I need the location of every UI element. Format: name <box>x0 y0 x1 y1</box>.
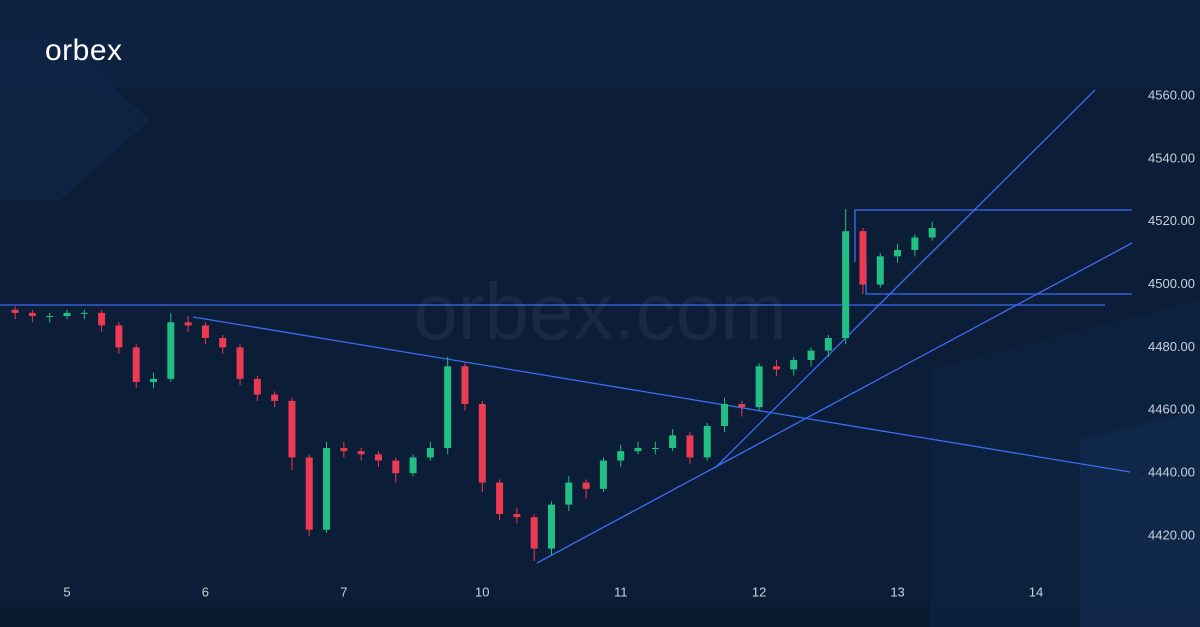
x-tick-label: 5 <box>63 584 70 599</box>
y-tick-label: 4480.00 <box>1148 339 1195 354</box>
candle-body <box>478 404 486 483</box>
candle-body <box>686 435 694 458</box>
candle-body <box>409 457 417 474</box>
x-tick-label: 14 <box>1029 584 1043 599</box>
candle-body <box>271 394 279 401</box>
candle-body <box>738 404 746 408</box>
candle-body <box>167 322 175 379</box>
candle-body <box>876 256 884 285</box>
x-tick-label: 10 <box>475 584 489 599</box>
candle-body <box>461 366 469 404</box>
trend-line <box>714 89 1096 469</box>
candle-body <box>548 504 555 549</box>
y-tick-label: 4440.00 <box>1148 465 1195 480</box>
candle-body <box>617 451 625 461</box>
candle-body <box>721 404 729 426</box>
candle-body <box>426 448 434 458</box>
x-tick-label: 13 <box>890 584 904 599</box>
footer-band <box>0 607 1200 627</box>
candle-body <box>80 312 88 314</box>
candle-body <box>63 312 71 316</box>
candle-body <box>374 454 382 461</box>
candle-body <box>357 451 365 455</box>
candle-body <box>28 312 36 316</box>
x-tick-label: 11 <box>614 584 628 599</box>
candle-body <box>236 347 244 379</box>
y-tick-label: 4460.00 <box>1148 402 1195 417</box>
candle-body <box>565 482 573 505</box>
candle-body <box>513 514 521 518</box>
candle-body <box>824 338 832 351</box>
trend-line <box>536 242 1133 564</box>
candle-body <box>392 460 400 474</box>
candle-body <box>530 517 538 549</box>
x-tick-label: 6 <box>202 584 209 599</box>
candle-body <box>219 338 227 348</box>
candle-body <box>46 316 54 317</box>
watermark: orbex.com <box>413 267 786 356</box>
candle-body <box>288 400 296 458</box>
candle-body <box>11 309 19 313</box>
candle-body <box>842 231 850 338</box>
candle-body <box>305 457 313 530</box>
logo: orbex <box>45 34 123 67</box>
candle-body <box>340 448 348 452</box>
y-tick-label: 4420.00 <box>1148 527 1195 542</box>
candle-body <box>755 366 763 408</box>
candle-body <box>634 448 642 452</box>
y-tick-label: 4520.00 <box>1148 213 1195 228</box>
y-tick-label: 4560.00 <box>1148 87 1195 102</box>
candle-body <box>444 366 452 448</box>
candle-body <box>150 378 158 382</box>
decoration <box>1080 410 1200 627</box>
decoration <box>0 40 150 200</box>
candle-body <box>928 228 936 238</box>
candle-body <box>703 426 711 458</box>
candle-body <box>772 366 780 370</box>
candle-body <box>859 231 867 285</box>
plot: 4420.00 4440.00 4460.00 4480.00 4500.00 4520.… <box>11 87 1195 599</box>
candle-body <box>790 360 798 370</box>
range-box <box>854 209 1132 262</box>
trend-line <box>192 316 1131 473</box>
candle-body <box>599 460 607 489</box>
candle-body <box>669 435 677 448</box>
candle-body <box>201 325 209 338</box>
candle-body <box>115 325 123 348</box>
candle-body <box>323 448 331 530</box>
candle-body <box>651 448 659 449</box>
candle-body <box>132 347 140 382</box>
candle-body <box>98 312 106 326</box>
candle-body <box>807 350 815 360</box>
candle-body <box>911 237 919 250</box>
candle-body <box>496 482 504 514</box>
candle-body <box>894 250 902 257</box>
x-tick-label: 12 <box>752 584 766 599</box>
y-tick-label: 4500.00 <box>1148 276 1195 291</box>
header-band <box>0 0 1200 88</box>
candle-body <box>582 482 590 489</box>
candle-body <box>253 378 261 395</box>
y-tick-label: 4540.00 <box>1148 150 1195 165</box>
x-tick-label: 7 <box>340 584 347 599</box>
candle-body <box>184 322 192 326</box>
